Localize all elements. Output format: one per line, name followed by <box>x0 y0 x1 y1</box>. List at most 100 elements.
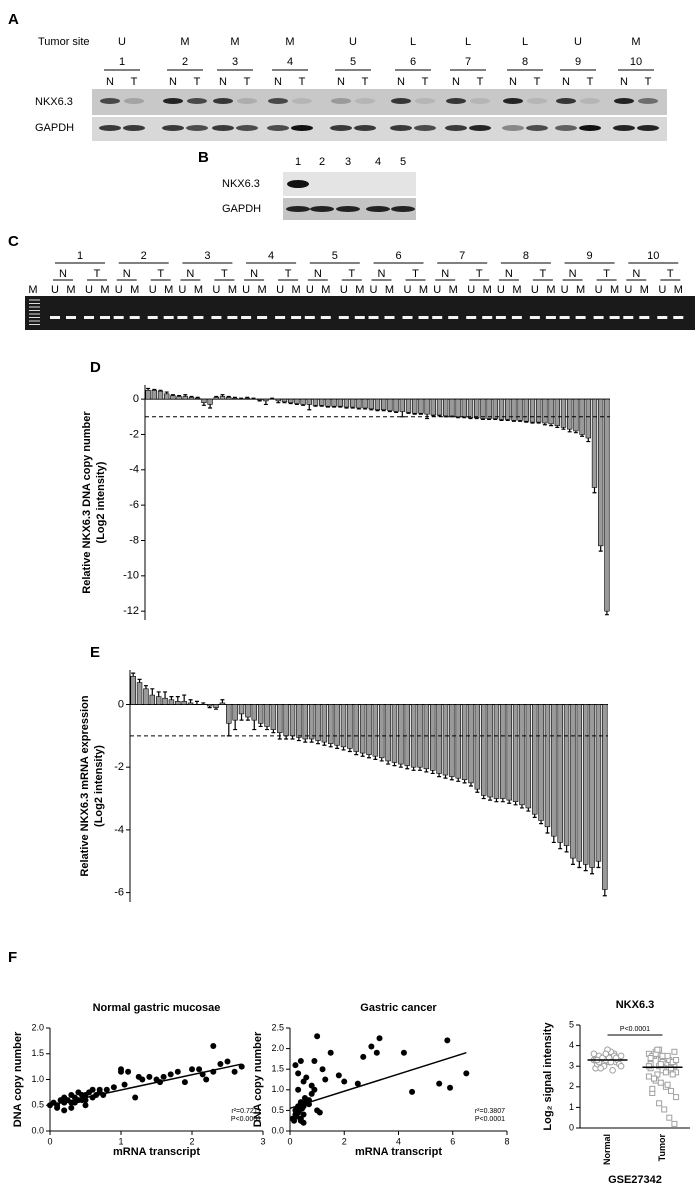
band <box>503 98 523 104</box>
lane-label: N <box>106 76 114 88</box>
lane-label: T <box>645 76 652 88</box>
bar <box>563 704 570 846</box>
bar <box>551 704 557 837</box>
band <box>129 316 140 319</box>
bar <box>398 704 404 765</box>
bar <box>468 704 474 784</box>
group-label: T <box>412 268 419 280</box>
bar <box>319 398 325 406</box>
band <box>657 316 668 319</box>
bar <box>263 398 269 402</box>
error-bar <box>558 842 563 850</box>
point <box>61 1107 68 1114</box>
site-label: L <box>522 36 528 48</box>
error-bar <box>338 406 343 408</box>
band <box>391 206 415 212</box>
band <box>304 316 315 319</box>
point <box>203 1076 210 1083</box>
point <box>373 1049 380 1056</box>
error-bar <box>322 742 327 746</box>
lane-label: M <box>66 284 75 296</box>
y-tick-label: 4 <box>569 1040 574 1050</box>
point <box>68 1104 75 1111</box>
band <box>354 316 365 319</box>
error-bar <box>549 423 554 427</box>
error-bar <box>367 754 371 759</box>
x-tick-label: 3 <box>260 1136 265 1146</box>
error-bar <box>307 404 312 411</box>
lane-label: T <box>131 76 138 88</box>
error-bar <box>392 762 397 767</box>
lane-label: M <box>194 284 203 296</box>
bar <box>480 704 487 796</box>
point <box>132 1094 139 1101</box>
error-bar <box>493 418 498 421</box>
y-tick-label: 2.0 <box>31 1022 44 1032</box>
error-bar <box>387 410 392 413</box>
error-bar <box>169 696 174 700</box>
bar <box>529 398 536 423</box>
error-bar <box>214 707 219 710</box>
bar <box>343 398 350 408</box>
bar <box>393 398 399 412</box>
band <box>623 316 634 319</box>
y-axis-label: Relative NKX6.3 DNA copy number <box>81 411 93 594</box>
error-bar <box>239 397 244 400</box>
error-bar <box>530 422 535 424</box>
band <box>639 316 650 319</box>
bar <box>493 704 500 799</box>
x-tick-label: 2 <box>342 1136 347 1146</box>
lane-label: M <box>164 284 173 296</box>
lane-label: M <box>228 284 237 296</box>
bar <box>436 704 442 774</box>
site-label: M <box>631 36 640 48</box>
point <box>139 1076 146 1083</box>
point <box>354 1080 361 1087</box>
error-bar <box>545 826 550 834</box>
annotation: r²=0.3807 <box>475 1108 505 1115</box>
lane-label: N <box>397 76 405 88</box>
lane-label: M <box>610 284 619 296</box>
bar <box>277 704 283 734</box>
point <box>314 1033 321 1040</box>
bar <box>162 697 168 705</box>
case-label: 5 <box>350 56 356 68</box>
bar <box>582 704 589 865</box>
bar <box>576 704 583 862</box>
band <box>445 125 467 131</box>
point <box>110 1084 117 1091</box>
error-bar <box>475 789 480 793</box>
band <box>331 98 351 104</box>
point <box>96 1086 103 1093</box>
bar <box>226 397 232 400</box>
case-label: 2 <box>182 56 188 68</box>
band <box>100 98 120 104</box>
group-label: T <box>476 268 483 280</box>
point <box>146 1073 153 1080</box>
error-bar <box>373 756 378 760</box>
band <box>556 98 576 104</box>
band <box>366 206 390 212</box>
point <box>654 1071 661 1078</box>
error-bar <box>418 413 423 415</box>
y-tick-label: 0.5 <box>31 1100 44 1110</box>
bar <box>340 704 347 748</box>
site-label: M <box>180 36 189 48</box>
bar <box>206 704 213 707</box>
y-tick-label: 1.5 <box>271 1064 284 1074</box>
point <box>160 1073 167 1080</box>
point <box>82 1102 89 1109</box>
bar <box>544 704 551 828</box>
band <box>613 125 635 131</box>
point <box>664 1052 671 1059</box>
x-tick-label: 2 <box>189 1136 194 1146</box>
band <box>291 125 313 131</box>
x-tick-label: 6 <box>450 1136 455 1146</box>
error-bar <box>226 395 231 398</box>
lane-label: U <box>178 284 186 296</box>
lane-label: U <box>276 284 284 296</box>
point <box>335 1072 342 1079</box>
error-bar <box>449 776 454 781</box>
band <box>511 316 522 319</box>
point <box>664 1081 671 1088</box>
